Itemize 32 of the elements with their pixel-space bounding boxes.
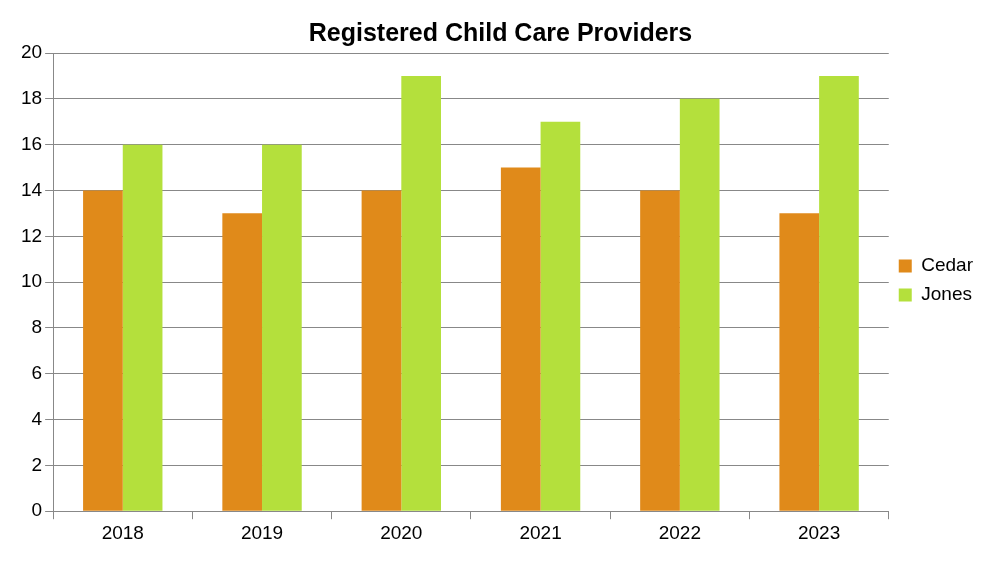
y-tick-label: 18 xyxy=(20,87,43,109)
bar xyxy=(122,144,163,511)
bar xyxy=(679,98,720,511)
x-tick-label: 2020 xyxy=(380,521,423,543)
y-tick-label: 12 xyxy=(20,224,43,246)
x-tick-label: 2018 xyxy=(101,521,144,543)
legend-label: Cedar xyxy=(921,254,974,276)
bar xyxy=(540,121,581,511)
y-tick-label: 14 xyxy=(20,178,43,200)
y-tick-label: 8 xyxy=(31,316,43,338)
chart-title: Registered Child Care Providers xyxy=(308,17,693,46)
x-tick-label: 2021 xyxy=(519,521,562,543)
bar xyxy=(640,190,680,511)
bar xyxy=(83,190,123,511)
y-tick-label: 2 xyxy=(31,453,43,475)
y-tick-label: 4 xyxy=(31,407,43,429)
y-tick-label: 20 xyxy=(20,41,43,63)
bar xyxy=(819,75,859,511)
x-tick-label: 2023 xyxy=(797,521,841,543)
y-tick-label: 0 xyxy=(31,499,43,521)
x-tick-label: 2022 xyxy=(658,521,701,543)
bar xyxy=(262,144,302,511)
bar xyxy=(500,167,541,511)
bar xyxy=(401,75,441,511)
bar xyxy=(222,213,263,511)
y-tick-label: 10 xyxy=(20,270,43,292)
x-tick-label: 2019 xyxy=(240,521,284,543)
y-tick-label: 6 xyxy=(31,361,43,383)
y-tick-label: 16 xyxy=(20,132,43,154)
bar xyxy=(779,213,820,511)
bar xyxy=(361,190,402,511)
legend-label: Jones xyxy=(921,283,972,305)
